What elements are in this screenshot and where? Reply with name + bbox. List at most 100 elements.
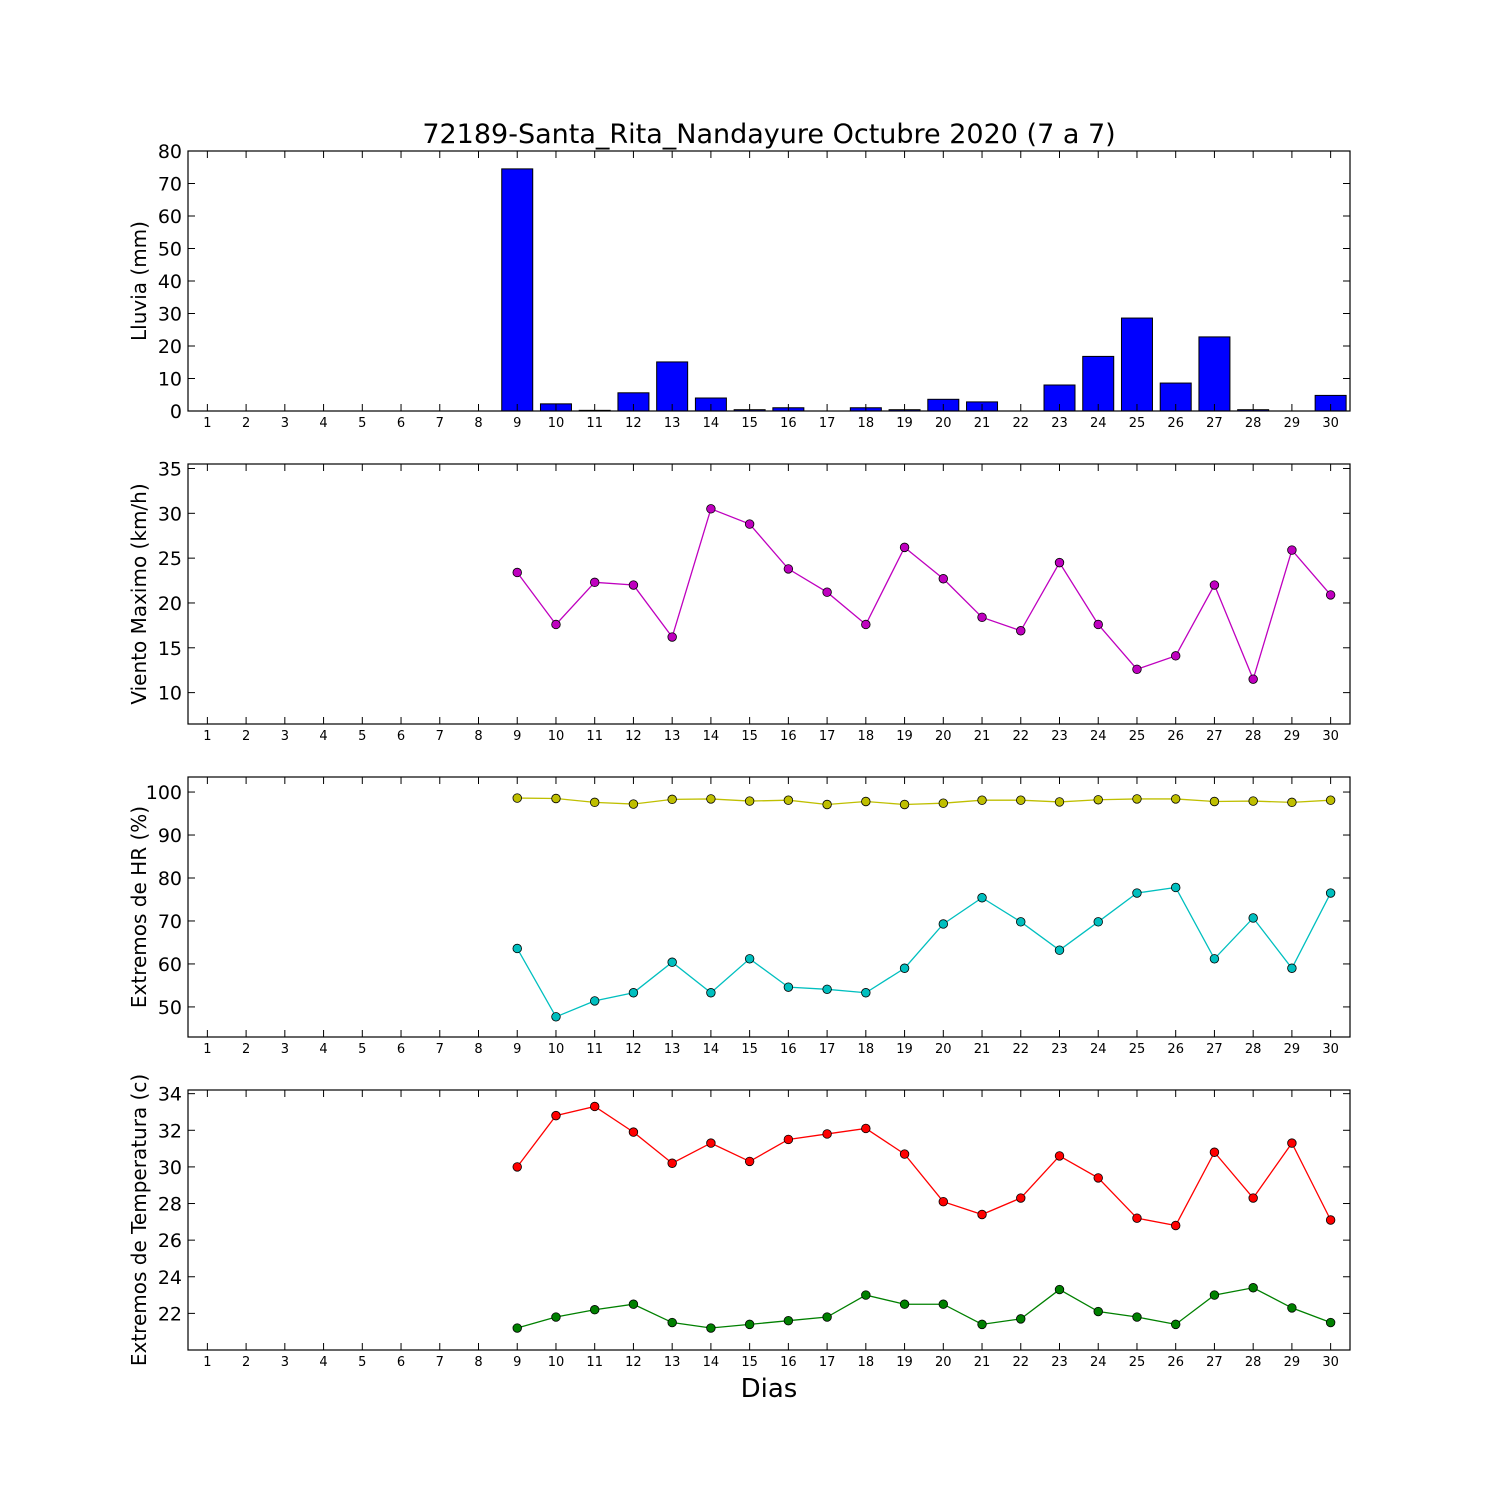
y-axis-label: Extremos de HR (%) xyxy=(127,806,151,1008)
x-tick-label: 21 xyxy=(974,416,991,431)
chart-title: 72189-Santa_Rita_Nandayure Octubre 2020 … xyxy=(422,119,1115,150)
x-tick-label: 12 xyxy=(625,1042,642,1057)
point-day-19 xyxy=(899,799,910,810)
point-day-11 xyxy=(590,996,600,1006)
x-tick-label: 5 xyxy=(358,1042,366,1057)
series-line xyxy=(516,1105,1332,1227)
x-tick-label: 6 xyxy=(397,1042,405,1057)
y-tick-label: 10 xyxy=(158,369,182,391)
x-tick-label: 16 xyxy=(780,1042,797,1057)
x-tick-label: 14 xyxy=(703,1042,720,1057)
y-tick-label: 80 xyxy=(158,868,182,890)
point-day-26 xyxy=(1170,794,1181,804)
x-tick-label: 11 xyxy=(586,1042,603,1057)
point-day-20 xyxy=(938,798,949,808)
x-tick-label: 30 xyxy=(1322,1042,1339,1057)
x-tick-label: 1 xyxy=(203,416,211,431)
x-tick-label: 14 xyxy=(703,1355,720,1370)
point-day-21 xyxy=(977,1319,987,1330)
series-1 xyxy=(512,793,1336,810)
point-day-17 xyxy=(822,799,832,810)
x-tick-label: 5 xyxy=(358,1355,366,1370)
point-day-11 xyxy=(590,1305,600,1315)
point-day-28 xyxy=(1248,674,1258,684)
x-tick-label: 28 xyxy=(1245,416,1262,431)
series-2 xyxy=(512,882,1336,1022)
point-day-27 xyxy=(1209,580,1220,590)
y-tick-label: 40 xyxy=(158,271,182,293)
x-tick-label: 17 xyxy=(819,729,836,744)
point-day-24 xyxy=(1093,619,1103,630)
x-tick-label: 26 xyxy=(1167,1042,1184,1057)
x-tick-label: 17 xyxy=(819,416,836,431)
point-day-23 xyxy=(1054,1284,1065,1295)
point-day-13 xyxy=(667,1317,677,1328)
y-tick-label: 80 xyxy=(158,141,182,163)
point-day-14 xyxy=(706,1323,716,1333)
x-tick-label: 10 xyxy=(548,1042,565,1057)
x-tick-label: 15 xyxy=(741,1355,758,1370)
point-day-25 xyxy=(1132,664,1142,675)
x-tick-label: 26 xyxy=(1167,416,1184,431)
y-tick-label: 26 xyxy=(158,1230,182,1252)
point-day-11 xyxy=(590,797,600,808)
point-day-11 xyxy=(590,1101,600,1112)
point-day-14 xyxy=(706,988,716,998)
point-day-14 xyxy=(706,504,716,514)
y-tick-label: 10 xyxy=(158,683,182,705)
y-axis-label: Viento Maximo (km/h) xyxy=(127,483,151,704)
point-day-27 xyxy=(1209,1147,1220,1157)
x-tick-label: 4 xyxy=(319,1042,327,1057)
point-day-13 xyxy=(667,794,677,805)
x-tick-label: 12 xyxy=(625,416,642,431)
point-day-28 xyxy=(1248,796,1258,806)
point-day-15 xyxy=(744,954,755,964)
point-day-26 xyxy=(1170,882,1181,893)
x-tick-label: 8 xyxy=(474,1355,482,1370)
x-tick-label: 29 xyxy=(1284,416,1301,431)
x-tick-label: 24 xyxy=(1090,729,1107,744)
point-day-12 xyxy=(628,1127,639,1137)
point-day-20 xyxy=(938,1299,949,1309)
y-axis-label: Extremos de Temperatura (c) xyxy=(127,1074,151,1366)
point-day-29 xyxy=(1287,963,1297,973)
series-line xyxy=(517,1287,1331,1329)
point-day-12 xyxy=(628,988,639,998)
x-tick-label: 4 xyxy=(319,416,327,431)
x-tick-label: 16 xyxy=(780,729,797,744)
x-tick-label: 30 xyxy=(1322,1355,1339,1370)
x-tick-label: 17 xyxy=(819,1042,836,1057)
x-tick-label: 13 xyxy=(664,416,681,431)
y-axis-label: Lluvia (mm) xyxy=(127,221,151,341)
point-day-12 xyxy=(628,580,639,590)
point-day-26 xyxy=(1170,1319,1181,1330)
point-day-9 xyxy=(512,567,522,578)
x-tick-label: 23 xyxy=(1051,416,1068,431)
point-day-18 xyxy=(861,1290,871,1300)
x-tick-label: 27 xyxy=(1206,729,1223,744)
x-tick-label: 1 xyxy=(203,1355,211,1370)
point-day-9 xyxy=(512,1323,522,1333)
x-tick-label: 23 xyxy=(1051,1042,1068,1057)
x-tick-label: 18 xyxy=(858,416,875,431)
x-tick-label: 18 xyxy=(858,1042,875,1057)
x-tick-label: 25 xyxy=(1129,416,1146,431)
x-tick-label: 30 xyxy=(1322,729,1339,744)
point-day-13 xyxy=(667,632,677,642)
point-day-21 xyxy=(977,612,987,623)
x-tick-label: 12 xyxy=(625,729,642,744)
x-tick-label: 19 xyxy=(896,416,913,431)
x-tick-label: 19 xyxy=(896,1355,913,1370)
x-tick-label: 8 xyxy=(474,729,482,744)
point-day-24 xyxy=(1093,917,1103,927)
point-day-27 xyxy=(1209,796,1220,807)
x-tick-label: 10 xyxy=(548,416,565,431)
y-tick-label: 0 xyxy=(170,401,182,423)
x-tick-label: 9 xyxy=(513,1042,521,1057)
point-day-19 xyxy=(899,963,910,973)
point-day-29 xyxy=(1287,1303,1297,1313)
point-day-23 xyxy=(1054,1151,1065,1161)
point-day-30 xyxy=(1325,590,1336,600)
